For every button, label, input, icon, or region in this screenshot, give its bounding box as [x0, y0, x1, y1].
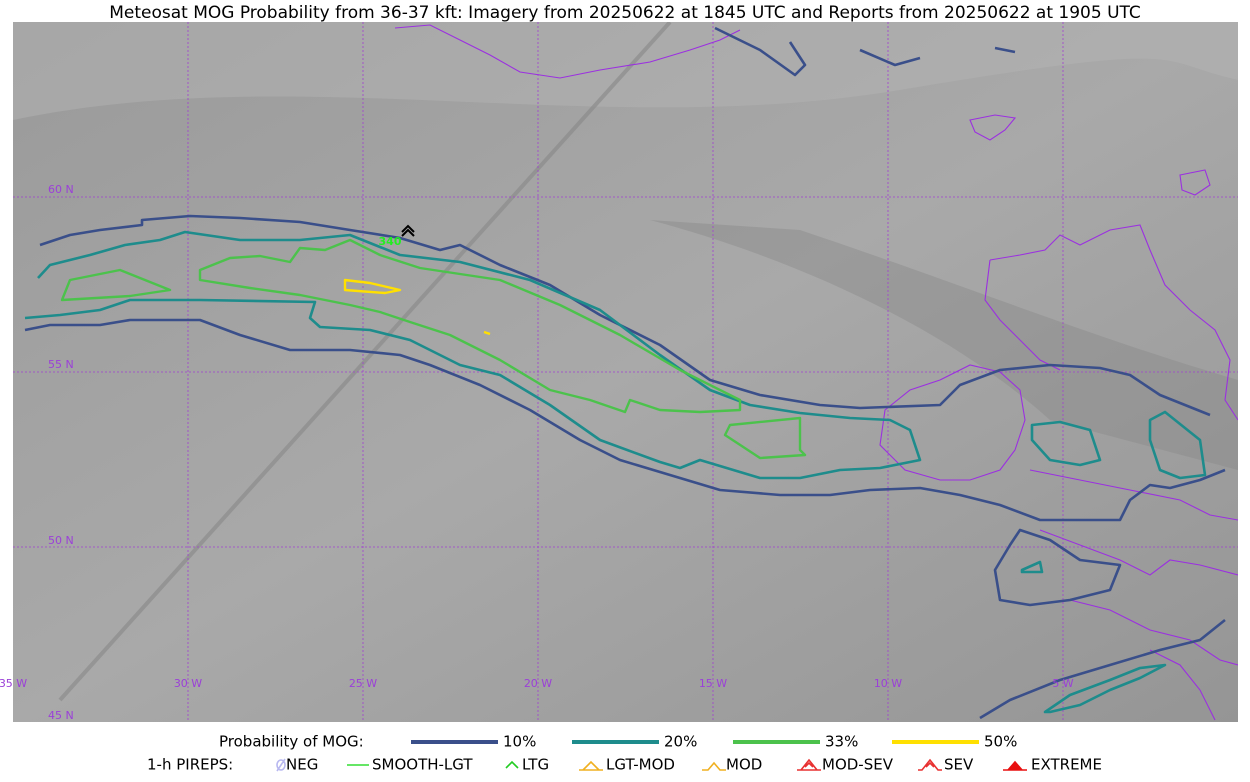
coastline [969, 114, 1017, 141]
legend-title: Probability of MOG: [219, 733, 364, 751]
contour-10 [24, 318, 1226, 522]
legend-icon [505, 760, 519, 769]
longitude-label: 20 W [524, 677, 552, 690]
legend: Probability of MOG: 1-h PIREPS: 10% 20% 33… [147, 733, 1102, 774]
geo-labels: 60 N 55 N 50 N 45 N 35 W 30 W 25 W 20 W 15 W 10 W… [0, 183, 1074, 722]
longitude-label: 25 W [349, 677, 377, 690]
dry-band [650, 220, 1238, 470]
title: Meteosat MOG Probability from 36-37 kft:… [109, 3, 1141, 23]
contrail [58, 22, 672, 702]
coastline [1029, 469, 1238, 521]
contour-20 [1043, 663, 1167, 714]
map: 340 [13, 22, 1238, 722]
latitude-label: 45 N [48, 709, 74, 722]
contour-20 [1030, 420, 1102, 467]
graticule [13, 22, 1238, 722]
contour-50 [483, 330, 491, 336]
legend-label: 20% [664, 733, 697, 751]
latitude-label: 55 N [48, 358, 74, 371]
longitude-label: 15 W [699, 677, 727, 690]
coastline [394, 24, 741, 79]
contour-10 [994, 46, 1016, 54]
contour-20 [1020, 560, 1044, 574]
legend-label: 10% [503, 733, 536, 751]
legend-icon [702, 761, 726, 771]
longitude-label: 35 W [0, 677, 27, 690]
contour-33 [198, 238, 742, 414]
legend-label: SMOOTH-LGT [372, 756, 473, 774]
coastlines [394, 24, 1238, 721]
legend-label: LTG [522, 756, 549, 774]
longitude-label: 10 W [874, 677, 902, 690]
coastline [1069, 599, 1238, 666]
legend-label: LGT-MOD [606, 756, 675, 774]
pirep-marker [401, 224, 415, 237]
contour-33 [723, 416, 807, 460]
coastline [1039, 529, 1238, 576]
contour-10 [859, 48, 921, 67]
legend-label: 50% [984, 733, 1017, 751]
legend-label: MOD [726, 756, 762, 774]
legend-title: 1-h PIREPS: [147, 756, 233, 774]
longitude-label: 30 W [174, 677, 202, 690]
latitude-label: 60 N [48, 183, 74, 196]
legend-icon [276, 758, 286, 772]
contour-20 [24, 230, 922, 480]
legend-icon [579, 760, 603, 771]
legend-label: NEG [286, 756, 318, 774]
latitude-label: 50 N [48, 534, 74, 547]
coastline [989, 224, 1238, 421]
contour-20 [1148, 410, 1207, 480]
legend-label: SEV [944, 756, 974, 774]
legend-icon [797, 758, 821, 771]
contours [24, 26, 1226, 720]
coastline [879, 364, 1026, 481]
contour-10 [993, 528, 1122, 607]
legend-icon [918, 758, 942, 771]
legend-label: MOD-SEV [822, 756, 894, 774]
legend-label: EXTREME [1031, 756, 1102, 774]
coastline [1149, 649, 1216, 721]
coastline [984, 259, 1061, 371]
report-label: 340 [379, 235, 402, 248]
legend-label: 33% [825, 733, 858, 751]
contour-50 [343, 278, 402, 295]
longitude-label: 5 W [1052, 677, 1073, 690]
contour-33 [60, 268, 172, 302]
contour-10 [714, 26, 807, 77]
contour-10 [979, 618, 1226, 720]
coastline [1179, 169, 1211, 196]
legend-icon [1003, 760, 1027, 771]
